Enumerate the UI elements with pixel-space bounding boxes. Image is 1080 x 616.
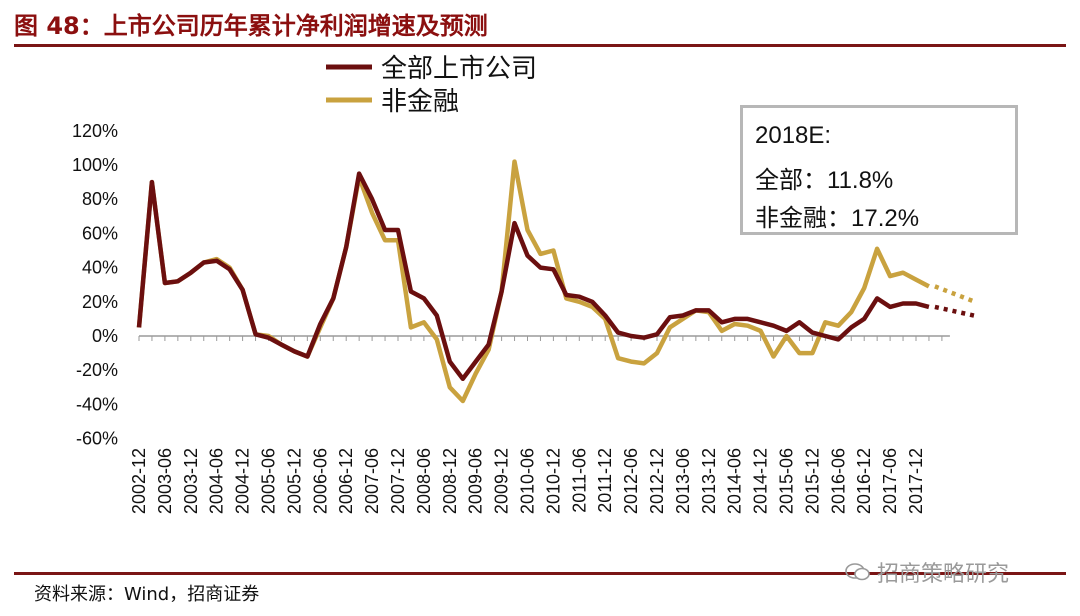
y-tick-label: 40% <box>82 258 118 278</box>
x-tick-label: 2016-06 <box>828 448 848 514</box>
watermark: 招商策略研究 <box>845 556 1009 588</box>
x-tick-label: 2011-06 <box>569 448 589 513</box>
y-tick-label: 0% <box>92 326 118 346</box>
y-tick-label: 100% <box>72 155 118 175</box>
x-tick-label: 2017-06 <box>880 448 900 514</box>
x-tick-label: 2008-12 <box>440 448 460 514</box>
x-tick-label: 2004-06 <box>207 448 227 514</box>
x-tick-label: 2004-12 <box>233 448 253 514</box>
figure-title: 图 48：上市公司历年累计净利润增速及预测 <box>14 12 488 40</box>
y-tick-label: -20% <box>76 360 118 380</box>
series-line-all <box>136 171 930 382</box>
x-tick-label: 2016-12 <box>854 448 874 514</box>
x-tick-label: 2005-06 <box>259 448 279 514</box>
x-tick-label: 2015-06 <box>777 448 797 514</box>
x-tick-label: 2009-06 <box>466 448 486 514</box>
y-tick-label: -60% <box>76 429 118 449</box>
series-line-all-forecast <box>934 304 976 318</box>
wechat-icon <box>845 563 870 581</box>
legend-label-all: 全部上市公司 <box>381 54 537 84</box>
line-chart: -60% -40% -20% 0% 20% 40% 60% 80% 100% 120% 2002-… <box>72 54 976 514</box>
x-tick-label: 2014-06 <box>725 448 745 514</box>
x-tick-label: 2006-12 <box>336 448 356 514</box>
y-tick-label: 120% <box>72 121 118 141</box>
top-rule <box>14 44 1066 47</box>
x-tick-label: 2012-12 <box>647 448 667 514</box>
legend: 全部上市公司 非金融 <box>326 54 537 117</box>
y-tick-label: 60% <box>82 223 118 243</box>
forecast-note-box: 2018E: 全部：11.8% 非金融：17.2% <box>740 105 1018 235</box>
legend-label-nonfin: 非金融 <box>381 87 459 117</box>
y-tick-label: 80% <box>82 189 118 209</box>
x-tick-label: 2017-12 <box>906 448 926 514</box>
x-tick-label: 2007-12 <box>388 448 408 514</box>
x-tick-label: 2002-12 <box>129 448 149 514</box>
x-axis: 2002-12 2003-06 2003-12 2004-06 2004-12 2005-… <box>129 335 950 514</box>
source-note: 资料来源：Wind，招商证券 <box>34 584 260 605</box>
note-heading: 2018E: <box>755 122 832 149</box>
series-line-nonfin-forecast <box>934 284 976 304</box>
x-tick-label: 2015-12 <box>802 448 822 514</box>
x-tick-label: 2014-12 <box>751 448 771 514</box>
x-tick-label: 2003-06 <box>155 448 175 514</box>
x-tick-label: 2005-12 <box>284 448 304 514</box>
x-tick-label: 2010-12 <box>543 448 563 514</box>
y-tick-label: 20% <box>82 292 118 312</box>
note-nonfin: 非金融：17.2% <box>755 205 920 232</box>
plot-area <box>136 159 976 404</box>
bottom-rule <box>14 572 1066 575</box>
x-tick-label: 2011-12 <box>595 448 615 513</box>
y-tick-label: -40% <box>76 394 118 414</box>
note-all: 全部：11.8% <box>755 167 894 194</box>
x-tick-label: 2008-06 <box>414 448 434 514</box>
x-tick-label: 2012-06 <box>621 448 641 514</box>
x-tick-label: 2006-06 <box>310 448 330 514</box>
x-tick-label: 2010-06 <box>518 448 538 514</box>
x-tick-label: 2013-06 <box>673 448 693 514</box>
x-tick-label: 2013-12 <box>699 448 719 514</box>
watermark-text: 招商策略研究 <box>877 562 1010 587</box>
x-tick-label: 2007-06 <box>362 448 382 514</box>
x-tick-label: 2003-12 <box>181 448 201 514</box>
x-tick-label: 2009-12 <box>492 448 512 514</box>
y-axis: -60% -40% -20% 0% 20% 40% 60% 80% 100% 120% <box>72 121 118 449</box>
